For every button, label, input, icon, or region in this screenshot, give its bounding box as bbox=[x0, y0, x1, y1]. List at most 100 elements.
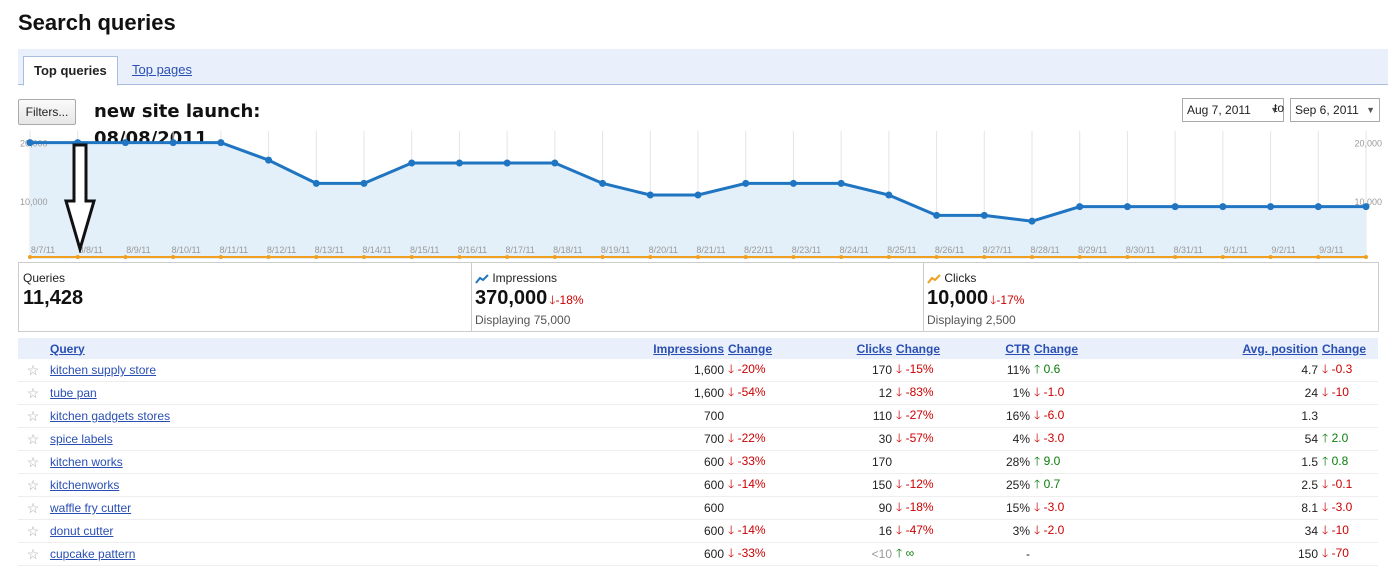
end-date-select[interactable]: Sep 6, 2011 ▼ bbox=[1290, 98, 1380, 122]
query-sort-link[interactable]: Query bbox=[50, 341, 85, 356]
query-link[interactable]: kitchen supply store bbox=[50, 363, 157, 377]
x-tick-label: 9/3/11 bbox=[1319, 245, 1343, 255]
query-column-header[interactable]: Query bbox=[48, 338, 632, 359]
clicks-point bbox=[1268, 255, 1273, 259]
clicks-value-wrap: 10,000 🡓-17% bbox=[927, 287, 1024, 312]
clicks-cell: 90 bbox=[800, 496, 894, 520]
clicks-point bbox=[1173, 255, 1178, 259]
star-icon[interactable]: ☆ bbox=[18, 519, 48, 543]
impressions-change-cell-value: -22% bbox=[737, 430, 766, 445]
clicks-sort-link[interactable]: Clicks bbox=[856, 341, 892, 356]
star-icon[interactable]: ☆ bbox=[18, 473, 48, 497]
clicks-column-header[interactable]: Clicks bbox=[800, 338, 894, 359]
arrow-down-icon: 🡓 bbox=[896, 476, 906, 491]
ctr-change-cell-value: -3.0 bbox=[1043, 430, 1065, 445]
x-tick-label: 8/22/11 bbox=[744, 245, 773, 255]
query-cell: cupcake pattern bbox=[48, 542, 632, 566]
filters-button[interactable]: Filters... bbox=[18, 99, 76, 125]
x-tick-label: 8/13/11 bbox=[315, 245, 344, 255]
position-change-sort-link[interactable]: Change bbox=[1322, 341, 1367, 356]
impressions-cell: 600 bbox=[632, 473, 726, 497]
query-cell: kitchen works bbox=[48, 450, 632, 474]
impressions-point bbox=[217, 139, 225, 147]
impressions-column-header[interactable]: Impressions bbox=[632, 338, 726, 359]
start-date-select[interactable]: Aug 7, 2011 ▼ bbox=[1182, 98, 1284, 122]
tab-top-queries[interactable]: Top queries bbox=[23, 56, 118, 86]
impressions-point bbox=[360, 179, 368, 187]
impressions-value: 370,000 bbox=[475, 287, 548, 309]
impressions-sort-link[interactable]: Impressions bbox=[653, 341, 724, 356]
query-link[interactable]: cupcake pattern bbox=[50, 547, 136, 561]
query-cell: tube pan bbox=[48, 381, 632, 405]
metric-impressions[interactable]: Impressions 370,000 🡓-18% Displaying 75,0… bbox=[471, 263, 924, 331]
query-link[interactable]: waffle fry cutter bbox=[50, 501, 132, 515]
clicks-change-cell: 🡓 -57% bbox=[894, 427, 968, 451]
y-tick-label-left: 10,000 bbox=[20, 197, 48, 207]
impressions-point bbox=[694, 191, 702, 199]
x-tick-label: 8/17/11 bbox=[505, 245, 534, 255]
arrow-down-icon: 🡓 bbox=[728, 522, 738, 537]
query-link[interactable]: spice labels bbox=[50, 432, 113, 446]
star-icon[interactable]: ☆ bbox=[18, 450, 48, 474]
clicks-point bbox=[648, 255, 653, 259]
query-link[interactable]: kitchen gadgets stores bbox=[50, 409, 171, 423]
x-tick-label: 8/8/11 bbox=[79, 245, 103, 255]
query-link[interactable]: kitchenworks bbox=[50, 478, 120, 492]
ctr-change-cell-value: -2.0 bbox=[1043, 522, 1065, 537]
impressions-change-column-header[interactable]: Change bbox=[726, 338, 800, 359]
impressions-cell: 1,600 bbox=[632, 359, 726, 382]
avg-position-cell: 150 bbox=[1106, 542, 1320, 566]
position-change-column-header[interactable]: Change bbox=[1320, 338, 1378, 359]
impressions-change-sort-link[interactable]: Change bbox=[728, 341, 773, 356]
star-icon[interactable]: ☆ bbox=[18, 496, 48, 520]
clicks-cell: 170 bbox=[800, 359, 894, 382]
star-icon[interactable]: ☆ bbox=[18, 427, 48, 451]
impressions-point bbox=[312, 179, 320, 187]
clicks-change-column-header[interactable]: Change bbox=[894, 338, 968, 359]
ctr-change-sort-link[interactable]: Change bbox=[1034, 341, 1079, 356]
clicks-point bbox=[1077, 255, 1082, 259]
clicks-change-cell-value: -83% bbox=[905, 384, 934, 399]
queries-value: 11,428 bbox=[23, 287, 84, 309]
star-icon[interactable]: ☆ bbox=[18, 404, 48, 428]
query-link[interactable]: donut cutter bbox=[50, 524, 114, 538]
clicks-point bbox=[28, 255, 32, 259]
arrow-down-icon: 🡓 bbox=[896, 522, 906, 537]
avg-position-sort-link[interactable]: Avg. position bbox=[1242, 341, 1318, 356]
impressions-point bbox=[1076, 203, 1084, 211]
avg-position-cell: 8.1 bbox=[1106, 496, 1320, 520]
star-icon[interactable]: ☆ bbox=[18, 542, 48, 566]
avg-position-cell: 34 bbox=[1106, 519, 1320, 543]
star-icon[interactable]: ☆ bbox=[18, 359, 48, 382]
impressions-point bbox=[599, 179, 607, 187]
impressions-point bbox=[1219, 203, 1227, 211]
clicks-point bbox=[123, 255, 128, 259]
avg-position-cell: 54 bbox=[1106, 427, 1320, 451]
impressions-point bbox=[26, 139, 34, 147]
avg-position-column-header[interactable]: Avg. position bbox=[1106, 338, 1320, 359]
arrow-down-icon: 🡓 bbox=[1322, 545, 1332, 560]
ctr-change-column-header[interactable]: Change bbox=[1032, 338, 1106, 359]
clicks-label-wrap: Clicks bbox=[927, 271, 976, 285]
ctr-sort-link[interactable]: CTR bbox=[1005, 341, 1030, 356]
x-tick-label: 8/24/11 bbox=[839, 245, 868, 255]
clicks-change-cell: 🡓 -18% bbox=[894, 496, 968, 520]
x-tick-label: 8/16/11 bbox=[458, 245, 487, 255]
x-tick-label: 8/19/11 bbox=[601, 245, 630, 255]
ctr-column-header[interactable]: CTR bbox=[968, 338, 1032, 359]
clicks-point bbox=[886, 255, 891, 259]
arrow-up-icon: 🡑 bbox=[1322, 430, 1332, 445]
x-tick-label: 8/27/11 bbox=[983, 245, 1012, 255]
clicks-change-sort-link[interactable]: Change bbox=[896, 341, 941, 356]
ctr-change-cell: 🡓 -1.0 bbox=[1032, 381, 1106, 405]
query-link[interactable]: tube pan bbox=[50, 386, 97, 400]
star-icon[interactable]: ☆ bbox=[18, 381, 48, 405]
metric-clicks[interactable]: Clicks 10,000 🡓-17% Displaying 2,500 bbox=[923, 263, 1377, 331]
clicks-change-cell: 🡓 -15% bbox=[894, 359, 968, 382]
ctr-change-cell-value: 0.6 bbox=[1043, 361, 1061, 376]
tab-top-pages[interactable]: Top pages bbox=[132, 62, 192, 77]
position-change-cell: 🡓 -10 bbox=[1320, 381, 1378, 405]
x-tick-label: 8/14/11 bbox=[362, 245, 391, 255]
ctr-cell: 15% bbox=[968, 496, 1032, 520]
query-link[interactable]: kitchen works bbox=[50, 455, 123, 469]
